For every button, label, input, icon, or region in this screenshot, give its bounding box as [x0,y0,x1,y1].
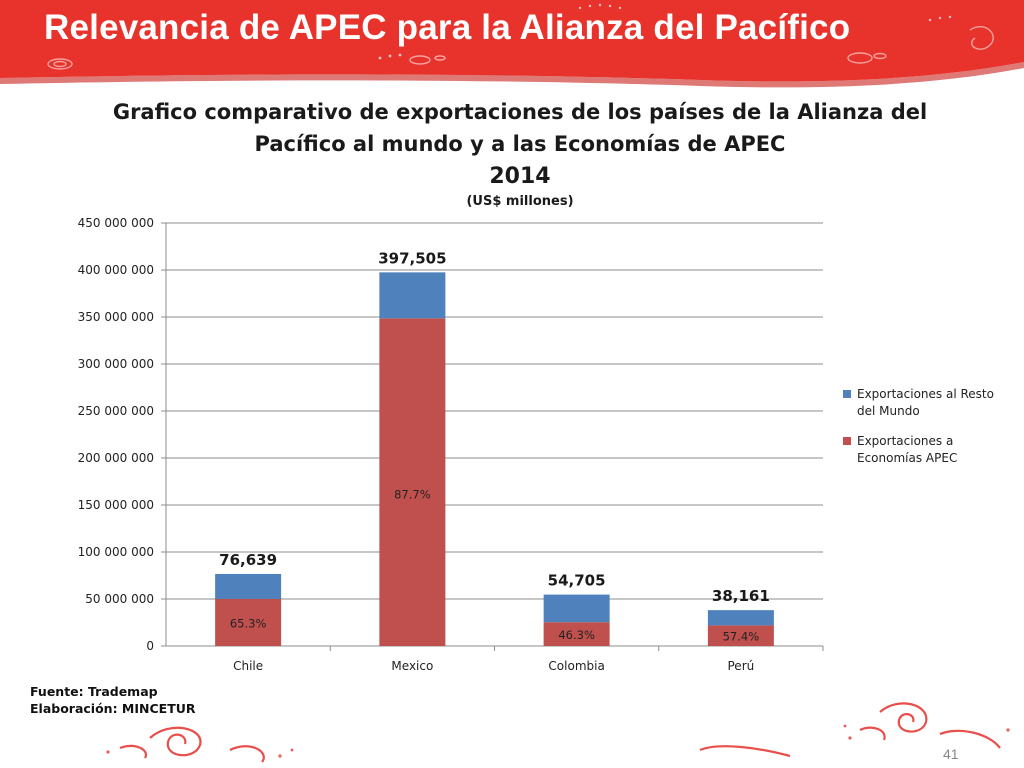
chart-legend: Exportaciones al Resto del Mundo Exporta… [843,386,1003,480]
data-label-apec-share: 65.3% [230,616,267,630]
x-tick-label: Chile [233,659,263,673]
y-tick-label: 400 000 000 [78,263,154,277]
chart-title-line-1: Grafico comparativo de exportaciones de … [112,100,928,124]
bar-rest-chile [215,573,282,599]
slide-title: Relevancia de APEC para la Alianza del P… [44,8,851,47]
credit-line: Elaboración: MINCETUR [30,701,196,716]
data-label-apec-share: 46.3% [558,628,595,642]
legend-label-apec-line-1: Exportaciones a [857,434,954,448]
bar-apec-mexico [379,318,446,646]
data-label-apec-share: 57.4% [723,630,760,644]
x-tick-label: Mexico [391,659,433,673]
legend-label-apec-line-2: Economías APEC [857,451,958,465]
legend-swatch-apec [843,437,851,445]
y-tick-label: 350 000 000 [78,310,154,324]
data-label-total: 397,505 [378,249,446,267]
y-tick-label: 250 000 000 [78,404,154,418]
y-tick-label: 100 000 000 [78,545,154,559]
chart-title-units: (US$ millones) [466,194,574,209]
y-tick-label: 50 000 000 [85,592,154,606]
decorative-swirls [106,702,1010,763]
y-tick-label: 450 000 000 [78,216,154,230]
bar-apec-chile [215,598,282,646]
legend-label-rest-line-2: del Mundo [857,404,920,418]
bar-apec-colombia [543,622,610,646]
data-label-total: 38,161 [712,587,770,605]
bar-rest-perú [707,610,774,626]
source-line: Fuente: Trademap [30,684,158,699]
y-tick-label: 150 000 000 [78,498,154,512]
legend-label-rest-line-1: Exportaciones al Resto [857,387,994,401]
data-label-total: 54,705 [548,572,606,590]
data-label-apec-share: 87.7% [394,488,431,502]
data-label-total: 76,639 [219,551,277,569]
x-tick-label: Colombia [548,659,604,673]
y-tick-label: 200 000 000 [78,451,154,465]
legend-item-rest: Exportaciones al Resto del Mundo [843,386,1003,420]
bar-apec-perú [707,625,774,646]
x-tick-label: Perú [728,659,755,673]
legend-item-apec: Exportaciones a Economías APEC [843,433,1003,467]
legend-swatch-rest [843,390,851,398]
y-tick-label: 0 [146,639,154,653]
chart-title-year: 2014 [489,164,551,189]
title-banner [0,0,1024,88]
bar-rest-mexico [379,272,446,319]
chart-title-line-2: Pacífico al mundo y a las Economías de A… [254,132,786,156]
page-number: 41 [943,746,959,762]
y-tick-label: 300 000 000 [78,357,154,371]
bar-rest-colombia [543,594,610,623]
